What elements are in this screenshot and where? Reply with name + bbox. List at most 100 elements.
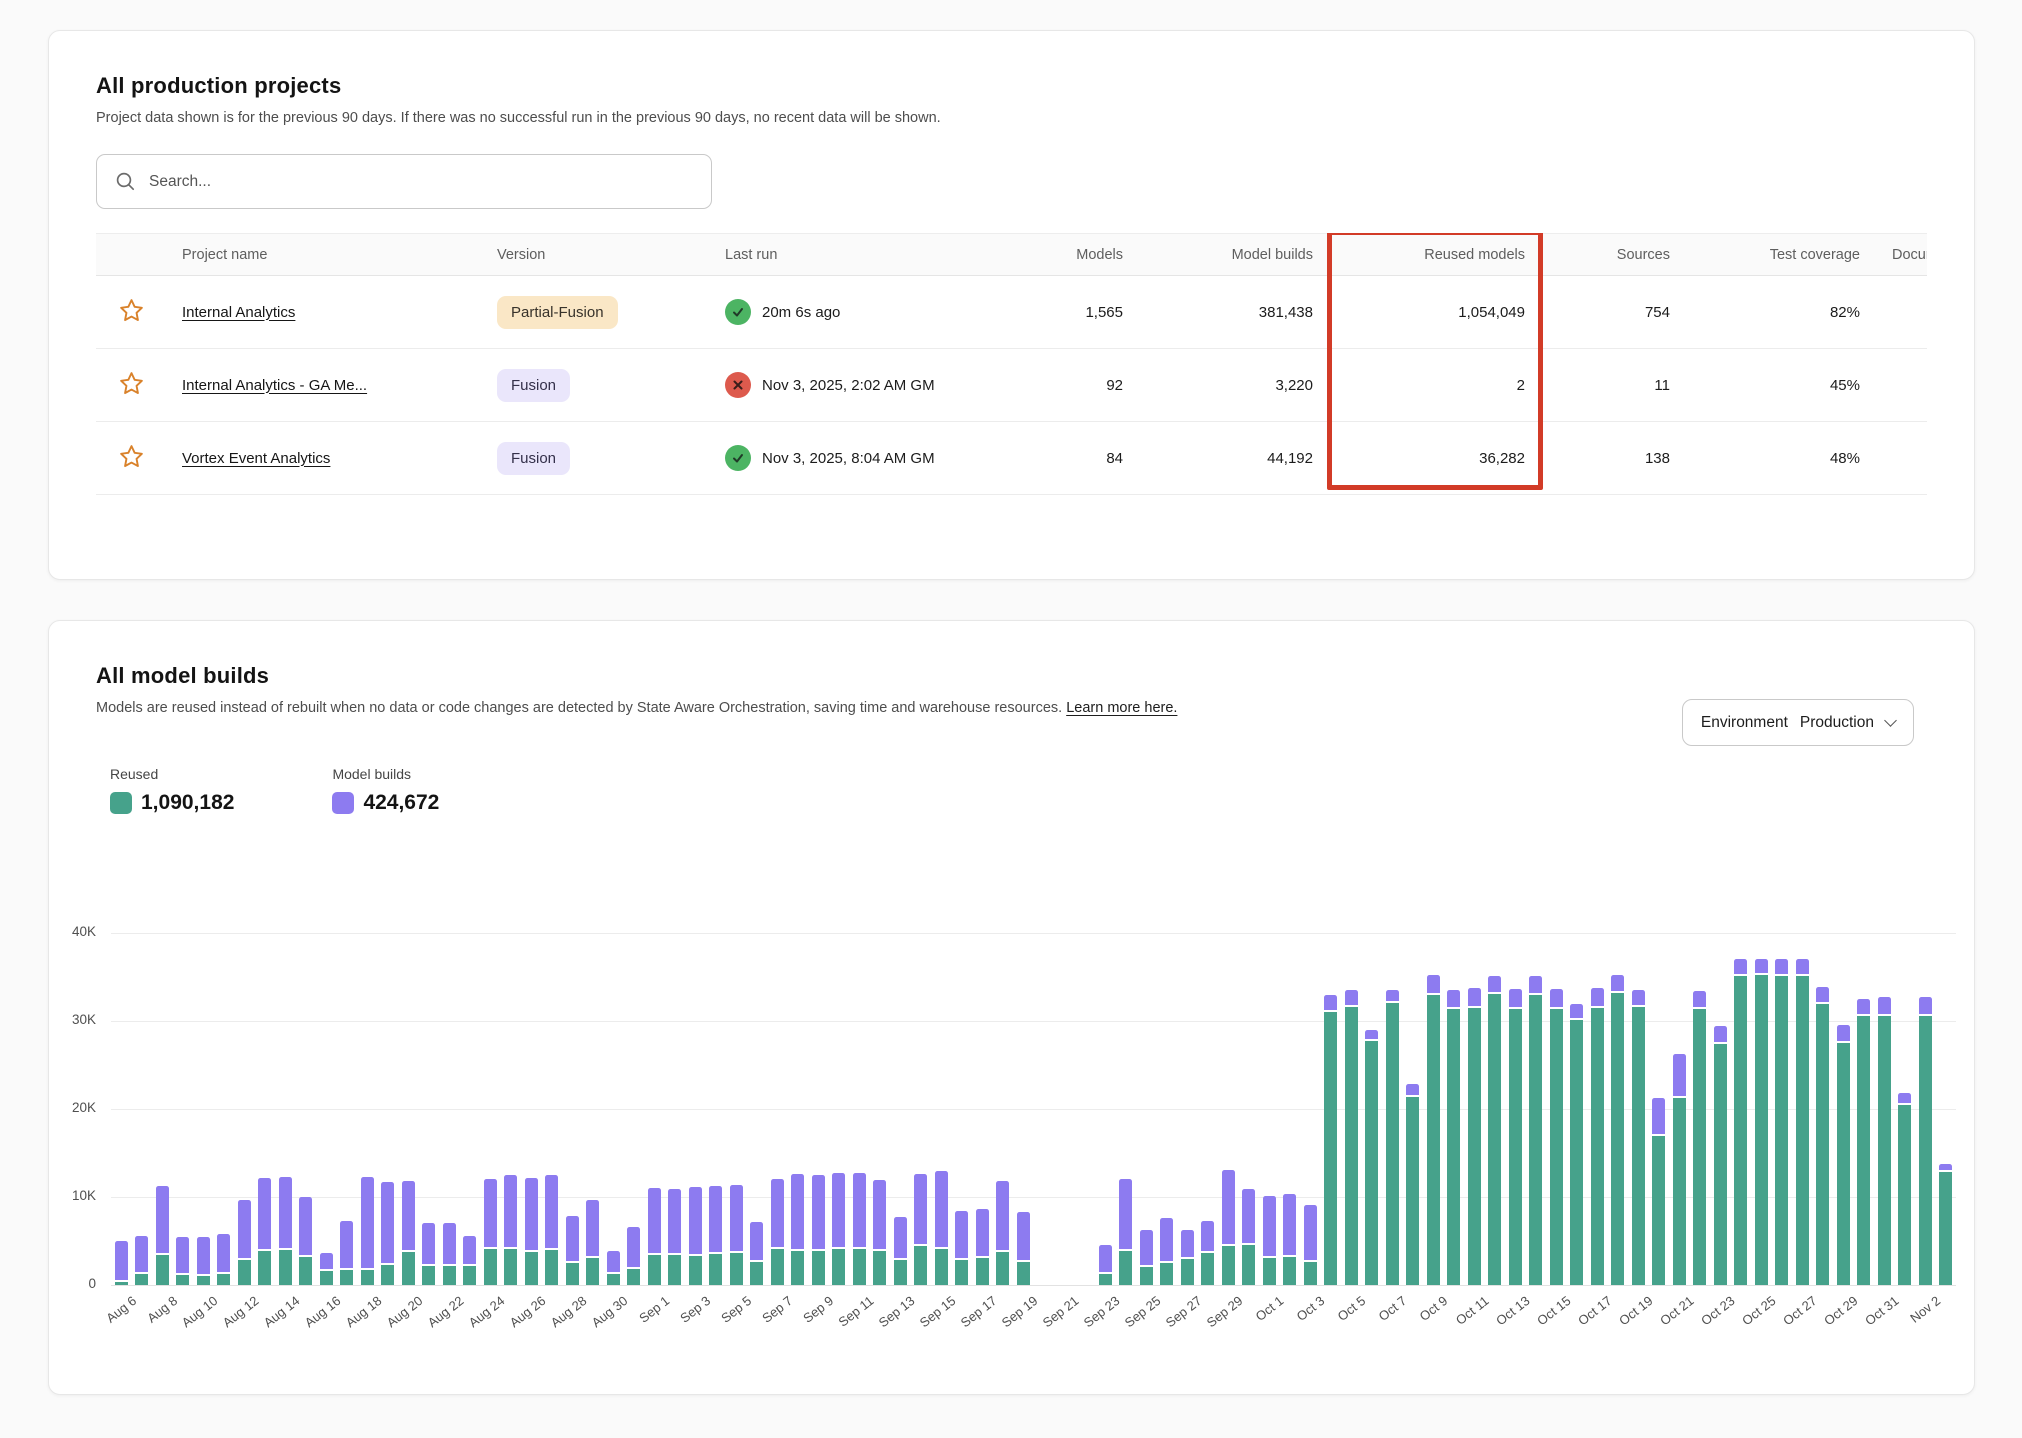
reused-segment (1324, 1012, 1337, 1285)
model-builds-segment (1857, 999, 1870, 1016)
y-axis-tick-label: 40K (71, 924, 96, 939)
reused-segment (1139, 1267, 1153, 1285)
model-builds-segment (545, 1175, 558, 1250)
model-builds-segment (1508, 989, 1522, 1009)
last-run-text: 20m 6s ago (762, 303, 841, 321)
model-builds-chart: Aug 6 Aug 8 Aug 10 Aug 12 Aug 14 Aug 16 Aug 18… (49, 924, 1974, 1388)
reused-segment (996, 1251, 1009, 1285)
reused-segment (176, 1275, 189, 1285)
reused-segment (852, 1248, 866, 1285)
gridline (111, 1109, 1956, 1110)
builds-card-subtitle-text: Models are reused instead of rebuilt whe… (96, 700, 1063, 716)
reused-segment (955, 1260, 968, 1285)
model-builds-segment (1119, 1178, 1132, 1251)
model-builds-segment (422, 1223, 435, 1266)
model-builds-segment (586, 1199, 599, 1258)
column-header-models: Models (979, 233, 1139, 276)
project-name-link[interactable]: Internal Analytics (182, 303, 296, 321)
reused-segment (442, 1265, 456, 1285)
last-run-cell: 20m 6s ago (709, 275, 979, 349)
model-builds-segment (1836, 1025, 1850, 1043)
reused-segment (1201, 1253, 1214, 1285)
reused-segment (750, 1262, 763, 1285)
model-builds-segment (770, 1178, 784, 1249)
favorite-star-button[interactable] (118, 370, 145, 397)
favorite-cell (96, 275, 166, 349)
builds-card-title: All model builds (96, 663, 270, 688)
reused-segment (1303, 1262, 1317, 1285)
model-builds-segment (1201, 1220, 1214, 1254)
bar-oct-19 (1631, 990, 1645, 1285)
bar-nov-3 (1939, 1163, 1952, 1285)
column-header-reused-models: Reused models (1329, 233, 1541, 276)
bar-sep-30 (1242, 1189, 1255, 1285)
y-axis-tick-label: 30K (71, 1012, 96, 1027)
sources-cell: 138 (1541, 421, 1686, 495)
model-builds-segment (606, 1250, 620, 1275)
reused-segment (1570, 1020, 1583, 1285)
favorite-cell (96, 348, 166, 422)
bar-sep-12 (873, 1180, 886, 1285)
favorite-star-button[interactable] (118, 443, 145, 470)
reused-segment (1877, 1015, 1891, 1285)
project-name-link[interactable]: Vortex Event Analytics (182, 449, 331, 467)
column-header-model-builds: Model builds (1139, 233, 1329, 276)
model-builds-segment (852, 1173, 866, 1249)
model-builds-segment (1385, 990, 1399, 1003)
bar-sep-8 (791, 1174, 804, 1285)
model-builds-segment (873, 1180, 886, 1251)
model-builds-segment (565, 1216, 579, 1263)
bar-sep-11 (852, 1173, 866, 1285)
reused-segment (463, 1265, 476, 1285)
reused-segment (278, 1249, 292, 1285)
favorite-cell (96, 421, 166, 495)
y-axis-tick-label: 20K (71, 1100, 96, 1115)
sources-cell: 11 (1541, 348, 1686, 422)
reused-segment (1344, 1006, 1358, 1285)
reused-segment (1795, 976, 1809, 1285)
model-builds-segment (750, 1221, 763, 1263)
reused-segment (627, 1269, 640, 1285)
model-builds-cell: 3,220 (1139, 348, 1329, 422)
bar-aug-23 (463, 1235, 476, 1285)
search-input[interactable] (149, 172, 693, 191)
reused-segment (1836, 1043, 1850, 1285)
bar-oct-9 (1426, 975, 1440, 1285)
reused-segment (1119, 1250, 1132, 1285)
model-builds-segment (360, 1176, 374, 1271)
production-projects-card: All production projects Project data sho… (48, 30, 1975, 580)
builds-card-subtitle: Models are reused instead of rebuilt whe… (96, 700, 1596, 716)
favorite-star-button[interactable] (118, 297, 145, 324)
reused-segment (1693, 1008, 1706, 1285)
reused-segment (1283, 1256, 1296, 1285)
environment-filter[interactable]: Environment Production (1681, 699, 1914, 746)
table-row: Vortex Event Analytics Fusion Nov 3, 2025,… (96, 421, 1927, 495)
bar-aug-25 (504, 1175, 517, 1285)
bar-aug-21 (422, 1223, 435, 1285)
reused-segment (1262, 1257, 1276, 1285)
chevron-down-icon (1884, 713, 1897, 727)
bar-sep-10 (832, 1173, 845, 1285)
bar-aug-22 (442, 1223, 456, 1285)
model-builds-segment (1365, 1029, 1378, 1042)
model-builds-segment (1570, 1004, 1583, 1021)
bar-oct-20 (1652, 1097, 1665, 1285)
last-run-cell: Nov 3, 2025, 2:02 AM GM (709, 348, 979, 422)
reused-segment (196, 1276, 210, 1285)
version-badge: Fusion (497, 368, 571, 402)
model-builds-segment (1529, 976, 1542, 995)
environment-filter-label: Environment (1700, 713, 1788, 731)
bar-sep-4 (709, 1186, 722, 1285)
model-builds-segment (1283, 1194, 1296, 1257)
reused-segment (1631, 1006, 1645, 1285)
column-header-project-name: Project name (166, 233, 481, 276)
version-badge: Partial-Fusion (497, 295, 618, 329)
reused-segment (1734, 976, 1747, 1285)
reused-segment (401, 1251, 415, 1285)
model-builds-segment (504, 1175, 517, 1249)
learn-more-link[interactable]: Learn more here. (1066, 700, 1178, 716)
model-builds-cell: 381,438 (1139, 275, 1329, 349)
project-name-link[interactable]: Internal Analytics - GA Me... (182, 376, 368, 394)
bar-oct-18 (1611, 975, 1624, 1285)
reused-segment (299, 1256, 312, 1285)
